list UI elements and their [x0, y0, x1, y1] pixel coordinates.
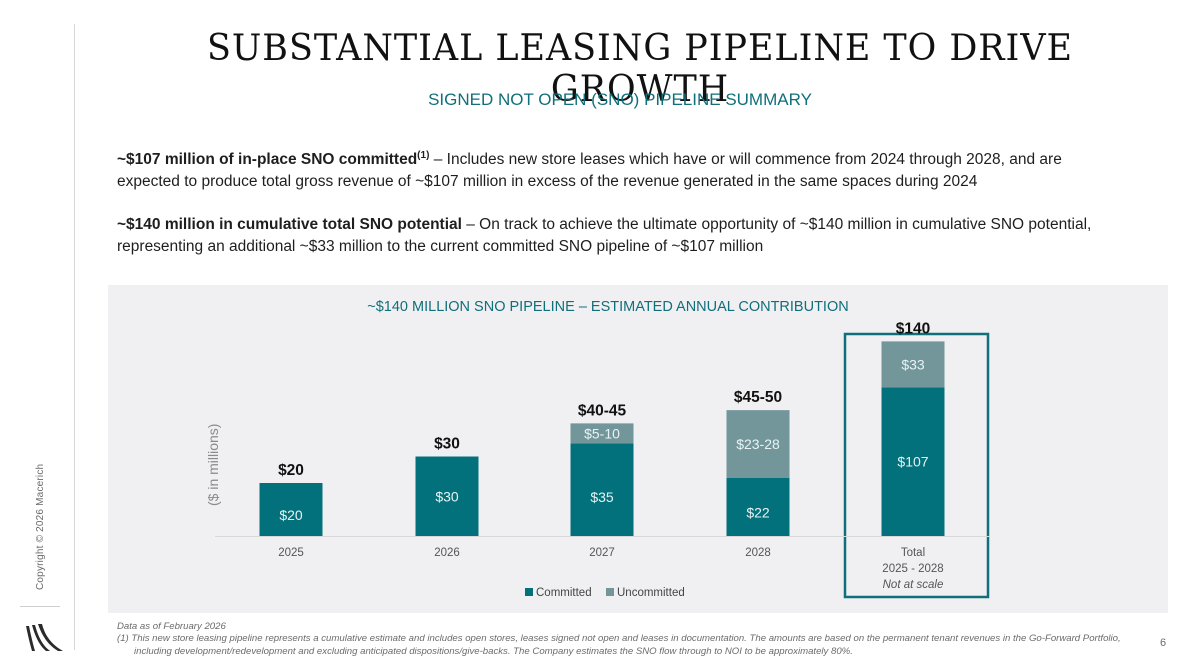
page-title: SUBSTANTIAL LEASING PIPELINE TO DRIVE GR…	[207, 28, 1073, 110]
legend-swatch-committed	[525, 588, 533, 596]
section-subtitle: SIGNED NOT OPEN (SNO) PIPELINE SUMMARY	[428, 90, 812, 109]
macerich-logo-icon	[26, 624, 63, 651]
total-label-2: $40-45	[578, 402, 627, 419]
data-label-committed-1: $30	[435, 488, 459, 504]
bullet-potential: ~$140 million in cumulative total SNO po…	[117, 214, 1127, 258]
footnote-as-of: Data as of February 2026	[117, 621, 226, 632]
left-divider	[74, 24, 75, 650]
x-tick-label-2: 2027	[589, 547, 615, 559]
y-axis-label: ($ in millions)	[205, 424, 221, 506]
data-label-committed-3: $22	[746, 505, 770, 521]
data-label-committed-0: $20	[279, 507, 303, 523]
bullet-potential-headline: ~$140 million in cumulative total SNO po…	[117, 216, 462, 233]
total-label-4: $140	[896, 320, 930, 337]
bar-uncommitted-2	[570, 423, 634, 444]
legend-label-uncommitted: Uncommitted	[617, 587, 685, 599]
bullet-potential-text: – On track to achieve the ultimate oppor…	[117, 216, 1092, 255]
x-tick-label-4: Total	[901, 547, 925, 559]
total-highlight-frame	[843, 332, 990, 599]
bar-uncommitted-4	[881, 341, 945, 388]
chart-panel	[108, 285, 1168, 613]
data-label-committed-4: $107	[897, 454, 928, 470]
data-label-committed-2: $35	[590, 489, 614, 505]
x-tick-label-0: 2025	[278, 547, 304, 559]
bar-committed-4	[881, 387, 945, 536]
legend-label-committed: Committed	[536, 587, 592, 599]
bullet-committed-text: – Includes new store leases which have o…	[117, 151, 1062, 191]
footnote-ref: (1)	[417, 150, 430, 161]
data-label-uncommitted-3: $23-28	[736, 436, 780, 452]
total-label-0: $20	[278, 462, 304, 479]
bar-committed-2	[570, 443, 634, 536]
x-tick-label-4-line1: 2025 - 2028	[882, 563, 943, 575]
total-label-3: $45-50	[734, 389, 782, 406]
logo-divider	[20, 606, 60, 607]
total-label-1: $30	[434, 436, 460, 453]
bullet-committed-headline: ~$107 million of in-place SNO committed	[117, 151, 418, 169]
data-label-uncommitted-2: $5-10	[584, 425, 620, 441]
footnote-1: (1) This new store leasing pipeline repr…	[117, 633, 1121, 657]
x-tick-label-1: 2026	[434, 547, 460, 559]
bar-uncommitted-3	[726, 410, 790, 478]
bar-committed-1	[415, 456, 479, 536]
x-tick-label-3: 2028	[745, 547, 771, 559]
x-tick-note-4: Not at scale	[883, 579, 944, 591]
chart-title: ~$140 MILLION SNO PIPELINE – ESTIMATED A…	[367, 299, 849, 315]
bullet-committed: ~$107 million of in-place SNO committed(…	[117, 145, 1127, 193]
legend-swatch-uncommitted	[606, 588, 614, 596]
bar-committed-3	[726, 477, 790, 536]
bar-committed-0	[259, 483, 323, 536]
page-number: 6	[1160, 637, 1167, 649]
data-label-uncommitted-4: $33	[901, 356, 925, 372]
